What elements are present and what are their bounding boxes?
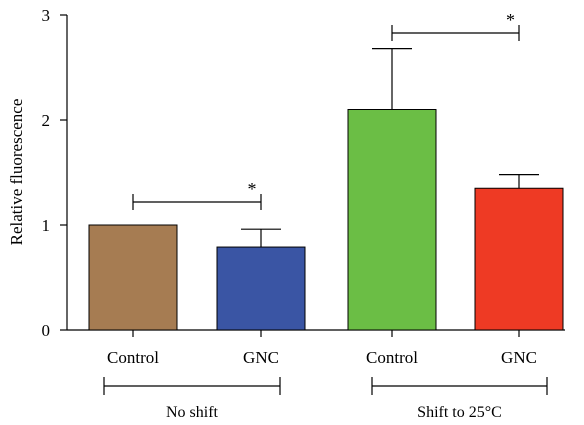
category-labels: Control GNC Control GNC [107,348,537,367]
category-label: GNC [243,348,279,367]
category-label: Control [107,348,159,367]
significance-markers: ** [132,10,520,210]
bar [347,109,437,331]
y-tick-label: 2 [42,111,51,130]
error-bars [241,47,539,248]
group-label: No shift [166,404,219,421]
significance-star: * [506,10,515,30]
y-tick-label: 1 [42,216,51,235]
bar [88,224,178,331]
category-label: GNC [501,348,537,367]
bar [474,187,564,331]
bars [88,109,564,331]
category-label: Control [366,348,418,367]
significance-star: * [248,179,257,199]
y-tick-label: 0 [42,321,51,340]
y-tick-label: 3 [42,6,51,25]
bar [216,246,306,331]
group-brackets: No shift Shift to 25°C [103,377,548,421]
y-axis-label: Relative fluorescence [7,99,26,246]
group-label: Shift to 25°C [417,404,502,421]
